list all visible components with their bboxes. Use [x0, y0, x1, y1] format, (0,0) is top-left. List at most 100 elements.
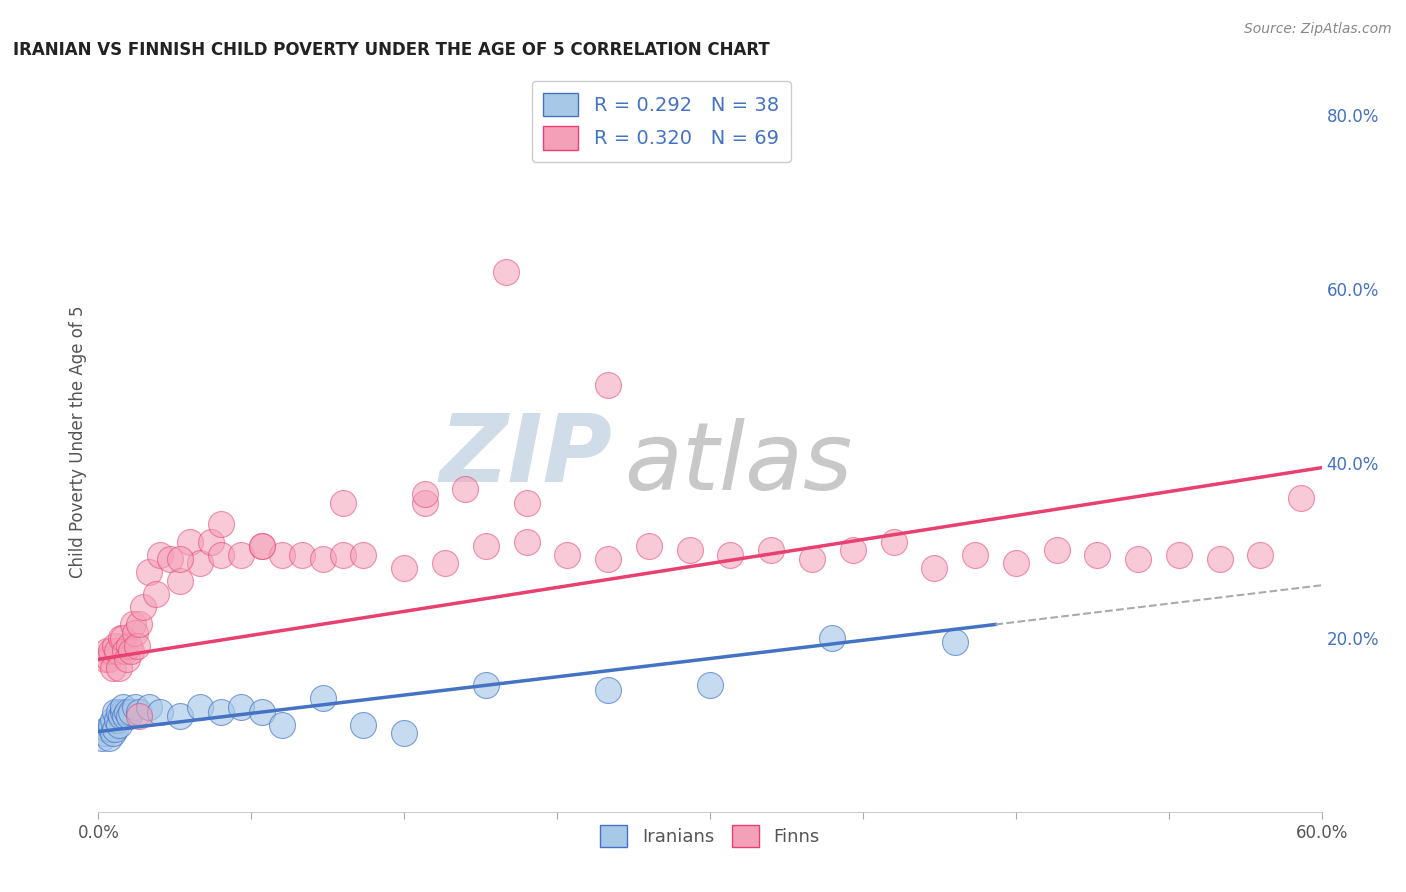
Point — [159, 552, 181, 566]
Point — [149, 705, 172, 719]
Point — [110, 631, 132, 645]
Point — [111, 631, 134, 645]
Point — [250, 539, 273, 553]
Point — [128, 617, 150, 632]
Point — [761, 543, 783, 558]
Point — [270, 717, 294, 731]
Point — [801, 552, 824, 566]
Point — [104, 639, 127, 653]
Point — [93, 726, 115, 740]
Point — [392, 561, 416, 575]
Point — [231, 548, 253, 562]
Point — [105, 713, 128, 727]
Point — [516, 495, 538, 509]
Point — [127, 639, 149, 653]
Point — [718, 548, 742, 562]
Point — [598, 682, 620, 697]
Point — [96, 643, 118, 657]
Point — [434, 557, 457, 571]
Point — [124, 700, 146, 714]
Point — [312, 552, 335, 566]
Point — [115, 705, 138, 719]
Point — [1004, 557, 1026, 571]
Point — [598, 552, 620, 566]
Point — [209, 705, 232, 719]
Point — [516, 534, 538, 549]
Point — [943, 635, 966, 649]
Point — [1167, 548, 1189, 562]
Point — [1291, 491, 1313, 505]
Text: atlas: atlas — [624, 418, 852, 509]
Point — [105, 643, 128, 657]
Point — [104, 705, 127, 719]
Point — [1249, 548, 1271, 562]
Point — [454, 483, 477, 497]
Point — [965, 548, 987, 562]
Point — [96, 722, 118, 736]
Point — [699, 678, 721, 692]
Point — [124, 626, 146, 640]
Point — [231, 700, 253, 714]
Point — [100, 722, 122, 736]
Point — [200, 534, 222, 549]
Point — [120, 705, 142, 719]
Point — [132, 600, 155, 615]
Point — [209, 517, 232, 532]
Point — [555, 548, 579, 562]
Point — [332, 495, 354, 509]
Point — [179, 534, 201, 549]
Point — [392, 726, 416, 740]
Point — [250, 705, 273, 719]
Point — [209, 548, 232, 562]
Point — [115, 652, 138, 666]
Point — [332, 548, 354, 562]
Point — [679, 543, 702, 558]
Point — [100, 643, 122, 657]
Point — [637, 539, 661, 553]
Point — [250, 539, 273, 553]
Point — [100, 717, 122, 731]
Point — [91, 731, 114, 745]
Point — [108, 661, 131, 675]
Point — [108, 705, 131, 719]
Point — [111, 700, 134, 714]
Point — [291, 548, 314, 562]
Point — [169, 709, 191, 723]
Point — [104, 722, 127, 736]
Point — [883, 534, 905, 549]
Point — [118, 639, 141, 653]
Legend: Iranians, Finns: Iranians, Finns — [593, 818, 827, 855]
Point — [101, 661, 124, 675]
Point — [128, 709, 150, 723]
Point — [97, 731, 120, 745]
Point — [270, 548, 294, 562]
Text: IRANIAN VS FINNISH CHILD POVERTY UNDER THE AGE OF 5 CORRELATION CHART: IRANIAN VS FINNISH CHILD POVERTY UNDER T… — [13, 41, 769, 59]
Text: ZIP: ZIP — [439, 410, 612, 502]
Point — [598, 378, 620, 392]
Point — [1085, 548, 1108, 562]
Point — [312, 691, 335, 706]
Point — [169, 552, 191, 566]
Point — [145, 587, 167, 601]
Point — [352, 548, 374, 562]
Point — [474, 678, 498, 692]
Point — [108, 717, 131, 731]
Point — [118, 709, 141, 723]
Point — [413, 495, 436, 509]
Point — [149, 548, 172, 562]
Point — [922, 561, 945, 575]
Point — [114, 643, 136, 657]
Point — [138, 565, 160, 579]
Point — [101, 713, 124, 727]
Point — [128, 705, 150, 719]
Point — [188, 700, 212, 714]
Point — [114, 709, 136, 723]
Point — [169, 574, 191, 588]
Point — [495, 265, 517, 279]
Point — [120, 643, 142, 657]
Point — [841, 543, 863, 558]
Point — [1045, 543, 1069, 558]
Point — [122, 617, 145, 632]
Y-axis label: Child Poverty Under the Age of 5: Child Poverty Under the Age of 5 — [69, 305, 87, 578]
Point — [110, 709, 132, 723]
